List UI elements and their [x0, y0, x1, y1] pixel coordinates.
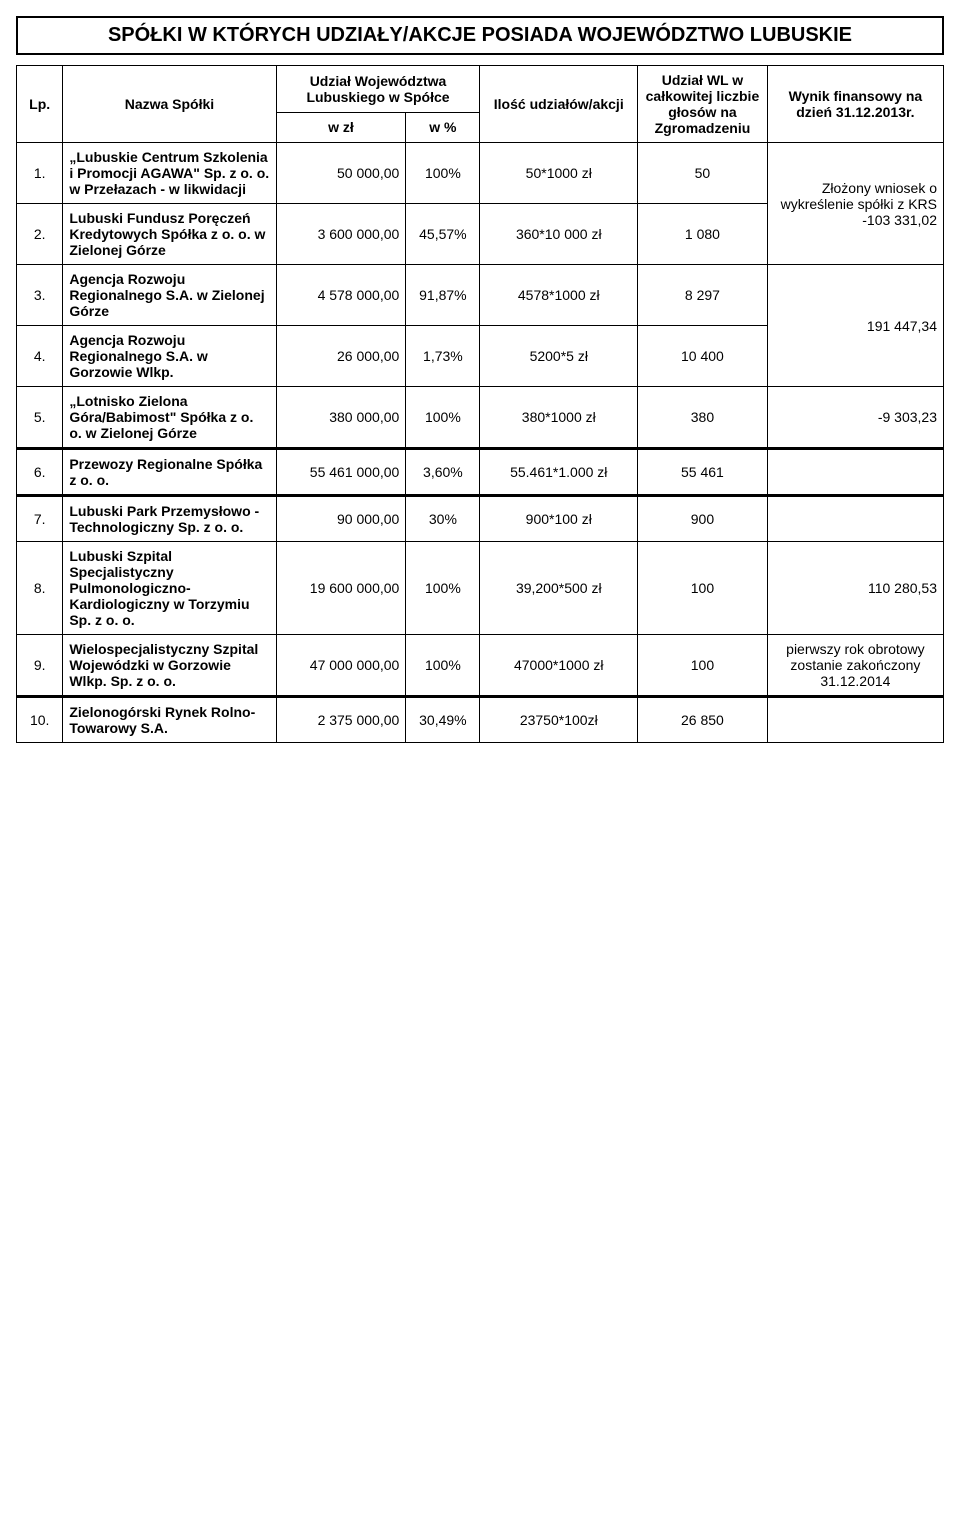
cell-wynik [767, 496, 943, 542]
cell-name: „Lotnisko Zielona Góra/Babimost" Spółka … [63, 387, 276, 449]
cell-wynik: 110 280,53 [767, 542, 943, 635]
cell-pct: 100% [406, 387, 480, 449]
cell-wynik [767, 449, 943, 496]
header-lp: Lp. [17, 66, 63, 143]
cell-pct: 100% [406, 542, 480, 635]
cell-wynik: -9 303,23 [767, 387, 943, 449]
cell-name: Wielospecjalistyczny Szpital Wojewódzki … [63, 635, 276, 697]
cell-lp: 8. [17, 542, 63, 635]
cell-pct: 3,60% [406, 449, 480, 496]
cell-zl: 380 000,00 [276, 387, 406, 449]
cell-wynik [767, 697, 943, 743]
cell-ilosc: 360*10 000 zł [480, 204, 638, 265]
cell-name: Zielonogórski Rynek Rolno-Towarowy S.A. [63, 697, 276, 743]
table-row: 6.Przewozy Regionalne Spółka z o. o.55 4… [17, 449, 944, 496]
cell-zl: 50 000,00 [276, 143, 406, 204]
cell-zl: 3 600 000,00 [276, 204, 406, 265]
cell-wynik: Złożony wniosek o wykreślenie spółki z K… [767, 143, 943, 265]
cell-name: „Lubuskie Centrum Szkolenia i Promocji A… [63, 143, 276, 204]
cell-ilosc: 900*100 zł [480, 496, 638, 542]
table-row: 8.Lubuski Szpital Specjalistyczny Pulmon… [17, 542, 944, 635]
cell-udzial: 55 461 [638, 449, 768, 496]
cell-name: Przewozy Regionalne Spółka z o. o. [63, 449, 276, 496]
cell-name: Agencja Rozwoju Regionalnego S.A. w Gorz… [63, 326, 276, 387]
cell-ilosc: 380*1000 zł [480, 387, 638, 449]
cell-pct: 30,49% [406, 697, 480, 743]
cell-lp: 10. [17, 697, 63, 743]
cell-lp: 7. [17, 496, 63, 542]
cell-zl: 26 000,00 [276, 326, 406, 387]
cell-wynik: 191 447,34 [767, 265, 943, 387]
cell-zl: 47 000 000,00 [276, 635, 406, 697]
header-w-pct: w % [406, 112, 480, 142]
header-nazwa: Nazwa Spółki [63, 66, 276, 143]
cell-pct: 100% [406, 635, 480, 697]
table-row: 5.„Lotnisko Zielona Góra/Babimost" Spółk… [17, 387, 944, 449]
cell-zl: 90 000,00 [276, 496, 406, 542]
table-row: 1.„Lubuskie Centrum Szkolenia i Promocji… [17, 143, 944, 204]
page-title: SPÓŁKI W KTÓRYCH UDZIAŁY/AKCJE POSIADA W… [16, 16, 944, 55]
cell-pct: 91,87% [406, 265, 480, 326]
cell-name: Lubuski Szpital Specjalistyczny Pulmonol… [63, 542, 276, 635]
header-ilosc: Ilość udziałów/akcji [480, 66, 638, 143]
cell-name: Agencja Rozwoju Regionalnego S.A. w Ziel… [63, 265, 276, 326]
cell-name: Lubuski Park Przemysłowo - Technologiczn… [63, 496, 276, 542]
table-row: 7.Lubuski Park Przemysłowo - Technologic… [17, 496, 944, 542]
cell-ilosc: 23750*100zł [480, 697, 638, 743]
cell-pct: 30% [406, 496, 480, 542]
cell-pct: 1,73% [406, 326, 480, 387]
table-row: 9.Wielospecjalistyczny Szpital Wojewódzk… [17, 635, 944, 697]
header-wynik: Wynik finansowy na dzień 31.12.2013r. [767, 66, 943, 143]
cell-ilosc: 50*1000 zł [480, 143, 638, 204]
cell-name: Lubuski Fundusz Poręczeń Kredytowych Spó… [63, 204, 276, 265]
table-row: 10.Zielonogórski Rynek Rolno-Towarowy S.… [17, 697, 944, 743]
header-udzial-woj: Udział Województwa Lubuskiego w Spółce [276, 66, 480, 113]
cell-pct: 100% [406, 143, 480, 204]
cell-lp: 3. [17, 265, 63, 326]
cell-lp: 4. [17, 326, 63, 387]
cell-lp: 1. [17, 143, 63, 204]
cell-udzial: 26 850 [638, 697, 768, 743]
cell-ilosc: 5200*5 zł [480, 326, 638, 387]
cell-udzial: 100 [638, 542, 768, 635]
cell-udzial: 8 297 [638, 265, 768, 326]
cell-ilosc: 47000*1000 zł [480, 635, 638, 697]
cell-ilosc: 4578*1000 zł [480, 265, 638, 326]
header-w-zl: w zł [276, 112, 406, 142]
cell-udzial: 50 [638, 143, 768, 204]
cell-udzial: 100 [638, 635, 768, 697]
cell-zl: 19 600 000,00 [276, 542, 406, 635]
table-body: 1.„Lubuskie Centrum Szkolenia i Promocji… [17, 143, 944, 743]
cell-pct: 45,57% [406, 204, 480, 265]
table-row: 3.Agencja Rozwoju Regionalnego S.A. w Zi… [17, 265, 944, 326]
cell-wynik: pierwszy rok obrotowy zostanie zakończon… [767, 635, 943, 697]
table-header: Lp. Nazwa Spółki Udział Województwa Lubu… [17, 66, 944, 143]
cell-udzial: 380 [638, 387, 768, 449]
cell-udzial: 10 400 [638, 326, 768, 387]
header-udzial-wl: Udział WL w całkowitej liczbie głosów na… [638, 66, 768, 143]
cell-udzial: 1 080 [638, 204, 768, 265]
cell-zl: 4 578 000,00 [276, 265, 406, 326]
cell-zl: 55 461 000,00 [276, 449, 406, 496]
cell-lp: 6. [17, 449, 63, 496]
cell-ilosc: 55.461*1.000 zł [480, 449, 638, 496]
cell-lp: 9. [17, 635, 63, 697]
companies-table: Lp. Nazwa Spółki Udział Województwa Lubu… [16, 65, 944, 743]
cell-ilosc: 39,200*500 zł [480, 542, 638, 635]
cell-zl: 2 375 000,00 [276, 697, 406, 743]
cell-udzial: 900 [638, 496, 768, 542]
cell-lp: 2. [17, 204, 63, 265]
cell-lp: 5. [17, 387, 63, 449]
